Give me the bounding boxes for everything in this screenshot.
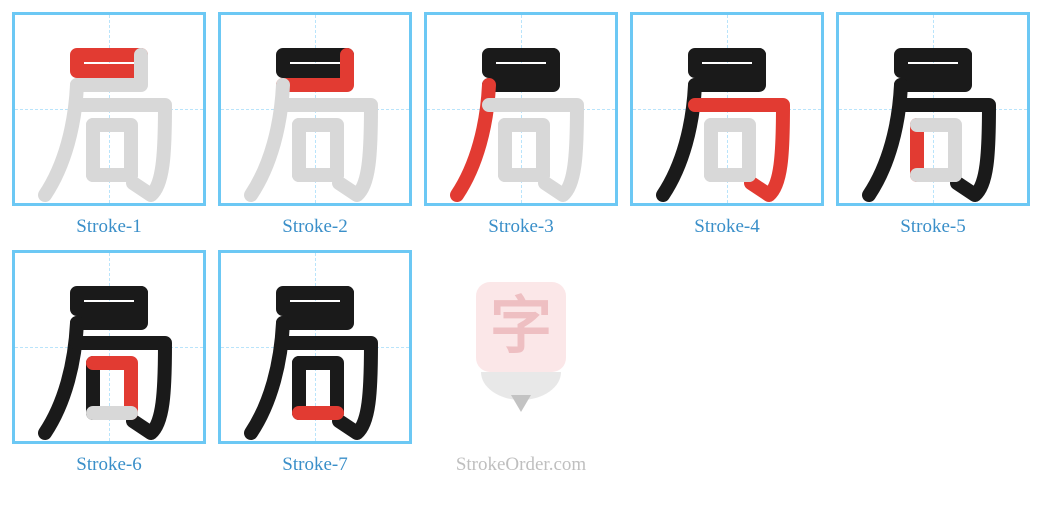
- stroke-grid: Stroke-1 Stroke-2 Stroke-3 Stroke-4 Stroke-5…: [12, 12, 1038, 476]
- stroke-1: [901, 55, 965, 71]
- stroke-cell: Stroke-5: [836, 12, 1030, 238]
- stroke-1: [283, 293, 347, 309]
- stroke-frame: [12, 12, 206, 206]
- stroke-frame: [630, 12, 824, 206]
- stroke-1: [77, 55, 141, 71]
- stroke-frame: [836, 12, 1030, 206]
- stroke-frame: [218, 250, 412, 444]
- stroke-1: [283, 55, 347, 71]
- site-logo-cell: 字 StrokeOrder.com: [424, 250, 618, 476]
- stroke-frame: [12, 250, 206, 444]
- stroke-cell: Stroke-4: [630, 12, 824, 238]
- stroke-caption: Stroke-6: [76, 454, 141, 476]
- stroke-frame: [424, 12, 618, 206]
- stroke-1: [77, 293, 141, 309]
- stroke-cell: Stroke-3: [424, 12, 618, 238]
- site-logo: 字: [424, 250, 618, 444]
- stroke-caption: Stroke-4: [694, 216, 759, 238]
- stroke-cell: Stroke-1: [12, 12, 206, 238]
- stroke-cell: Stroke-7: [218, 250, 412, 476]
- stroke-caption: Stroke-7: [282, 454, 347, 476]
- site-name: StrokeOrder.com: [456, 454, 586, 476]
- stroke-1: [489, 55, 553, 71]
- stroke-frame: [218, 12, 412, 206]
- svg-text:字: 字: [490, 292, 552, 361]
- stroke-caption: Stroke-2: [282, 216, 347, 238]
- stroke-cell: Stroke-6: [12, 250, 206, 476]
- stroke-caption: Stroke-5: [900, 216, 965, 238]
- stroke-caption: Stroke-3: [488, 216, 553, 238]
- stroke-caption: Stroke-1: [76, 216, 141, 238]
- stroke-1: [695, 55, 759, 71]
- stroke-cell: Stroke-2: [218, 12, 412, 238]
